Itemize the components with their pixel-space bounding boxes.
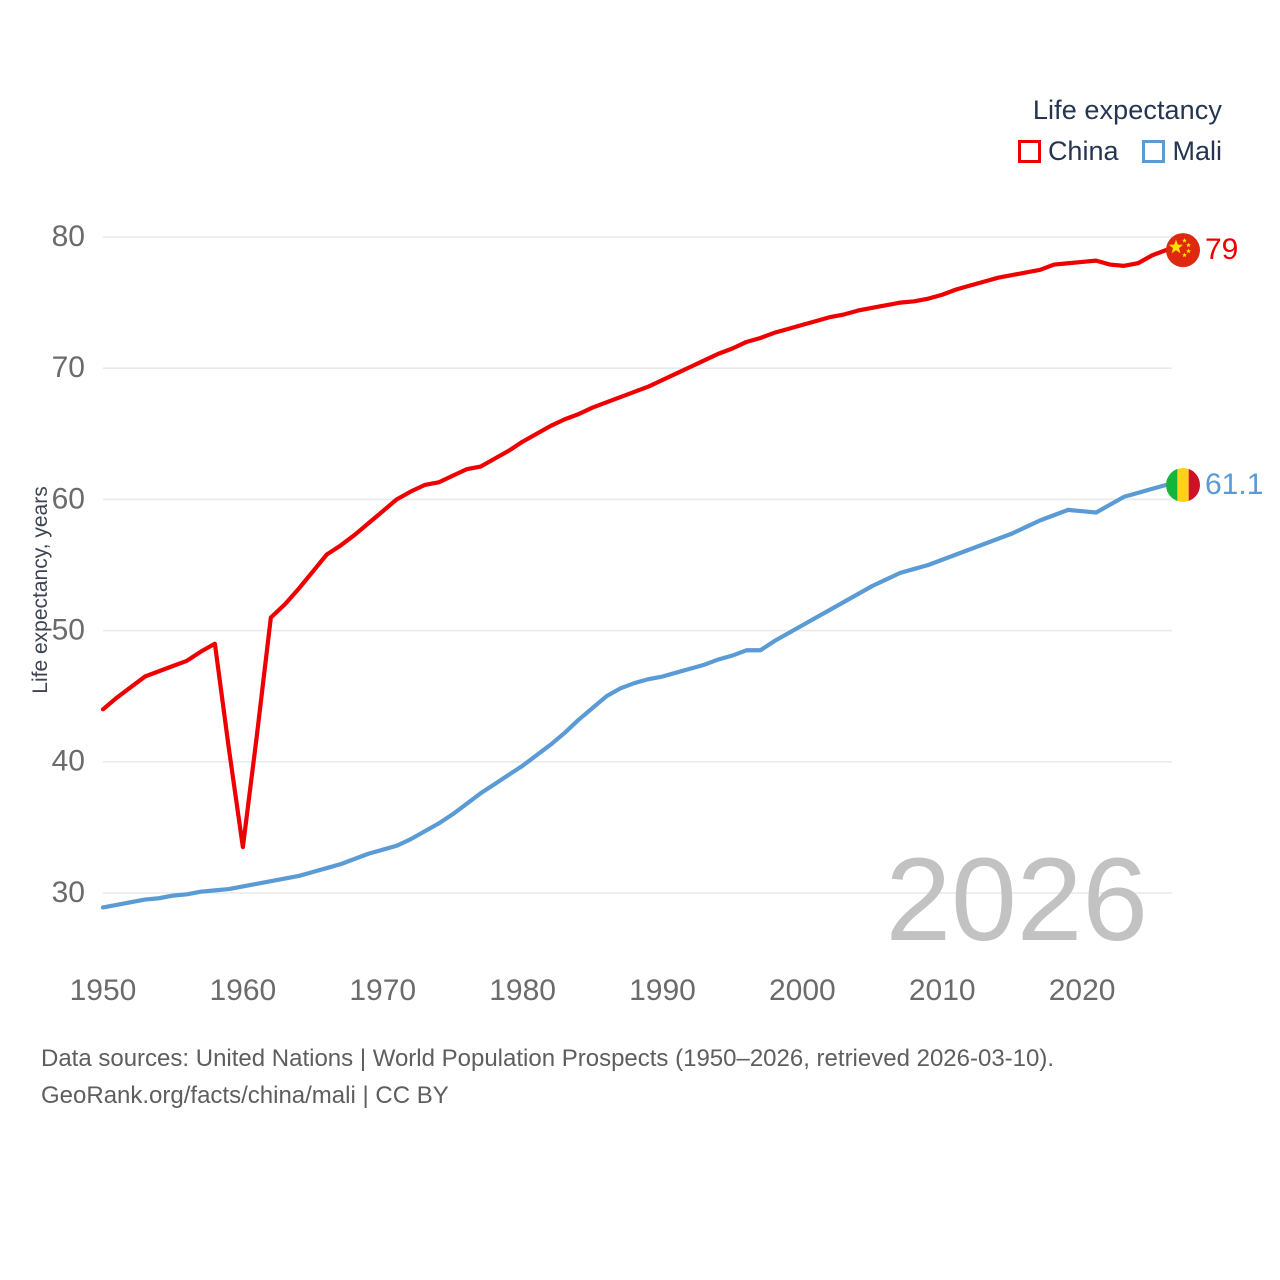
- legend-title: Life expectancy: [1032, 95, 1222, 125]
- y-axis-title: Life expectancy, years: [29, 486, 52, 693]
- chart-footer: Data sources: United Nations | World Pop…: [41, 1040, 1241, 1114]
- y-tick-80: 80: [52, 220, 85, 253]
- footer-line-2: GeoRank.org/facts/china/mali | CC BY: [41, 1082, 449, 1110]
- mali-flag-icon: [1166, 467, 1200, 502]
- legend-items: China Mali: [1017, 135, 1222, 166]
- x-tick-2020: 2020: [1049, 974, 1116, 1007]
- y-tick-30: 30: [52, 876, 85, 909]
- series-lines: [100, 248, 1169, 910]
- y-axis-tick-labels: 30 40 50 60 70 80: [52, 220, 85, 909]
- x-tick-2000: 2000: [769, 974, 836, 1007]
- x-tick-1990: 1990: [629, 974, 696, 1007]
- footer-line-1: Data sources: United Nations | World Pop…: [41, 1045, 1055, 1072]
- y-tick-60: 60: [52, 482, 85, 515]
- x-axis-tick-labels: 1950 1960 1970 1980 1990 2000 2010 2020: [70, 974, 1116, 1007]
- end-label-value-china: 79: [1205, 233, 1238, 266]
- x-tick-1970: 1970: [349, 974, 416, 1007]
- legend-label-mali: Mali: [1172, 135, 1222, 166]
- series-line-china: [100, 248, 1169, 850]
- end-markers: 79 61.1: [1166, 233, 1263, 502]
- x-tick-1980: 1980: [489, 974, 556, 1007]
- y-tick-40: 40: [52, 745, 85, 778]
- china-flag-icon: [1166, 233, 1200, 268]
- x-tick-1960: 1960: [209, 974, 276, 1007]
- x-tick-1950: 1950: [70, 974, 137, 1007]
- legend-item-china[interactable]: China: [1017, 135, 1119, 166]
- y-tick-50: 50: [52, 614, 85, 647]
- y-tick-70: 70: [52, 351, 85, 384]
- x-tick-2010: 2010: [909, 974, 976, 1007]
- legend-swatch-china-icon: [1017, 139, 1041, 163]
- gridlines: [103, 236, 1172, 894]
- end-label-value-mali: 61.1: [1205, 468, 1263, 501]
- legend-label-china: China: [1047, 135, 1119, 166]
- series-line-mali: [100, 482, 1169, 910]
- legend-item-mali[interactable]: Mali: [1142, 135, 1222, 166]
- year-watermark: 2026: [885, 834, 1148, 966]
- legend-swatch-mali-icon: [1142, 139, 1166, 163]
- chart-legend: Life expectancy China Mali: [1017, 95, 1222, 166]
